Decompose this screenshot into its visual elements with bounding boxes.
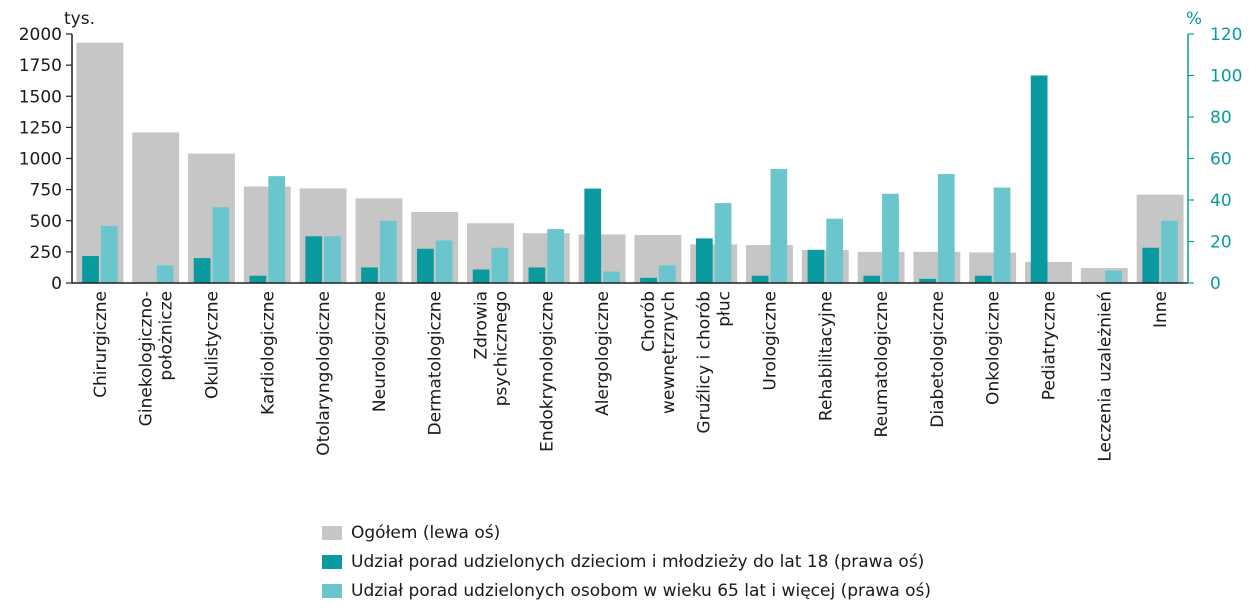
x-tick-label: Zdrowiapsychicznego xyxy=(472,291,512,406)
right-tick-label: 80 xyxy=(1210,108,1232,128)
bar-children-share xyxy=(640,277,657,283)
x-tick-label: Otolaryngologiczne xyxy=(314,291,334,456)
right-tick-label: 100 xyxy=(1210,67,1242,87)
bar-elderly-share xyxy=(547,229,565,283)
x-tick-label: Leczenia uzależnień xyxy=(1095,291,1115,462)
x-tick-label: Chirurgiczne xyxy=(91,291,111,398)
left-tick-label: 250 xyxy=(30,243,62,263)
bar-children-share xyxy=(82,256,99,283)
left-tick-label: 500 xyxy=(30,212,62,232)
x-tick-label: Inne xyxy=(1151,291,1171,328)
chart-legend: Ogółem (lewa oś) Udział porad udzielonych… xyxy=(322,518,931,605)
bar-children-share xyxy=(472,269,490,283)
x-tick-label: Ginekologiczno-położnicze xyxy=(137,291,177,426)
bar-children-share xyxy=(193,258,211,283)
legend-label: Ogółem (lewa oś) xyxy=(351,522,501,543)
bar-children-share xyxy=(416,248,434,283)
bar-children-share xyxy=(1142,247,1160,283)
bar-elderly-share xyxy=(603,271,620,283)
legend-swatch xyxy=(322,525,342,540)
x-tick-label: Kardiologiczne xyxy=(258,291,278,415)
bar-children-share xyxy=(584,188,602,283)
x-tick-label: Neurologiczne xyxy=(370,291,390,412)
x-tick-label: Gruźlicy i choróbpłuc xyxy=(695,291,735,434)
bar-elderly-share xyxy=(324,236,341,283)
right-tick-label: 20 xyxy=(1210,233,1232,253)
bar-children-share xyxy=(751,275,769,283)
x-tick-label: Onkologiczne xyxy=(984,291,1004,405)
x-tick-label: Endokrynologiczne xyxy=(537,291,557,452)
bar-elderly-share xyxy=(1105,270,1123,283)
x-tick-label: Rehabilitacyjne xyxy=(816,291,836,421)
bar-elderly-share xyxy=(1161,220,1178,283)
legend-item: Ogółem (lewa oś) xyxy=(322,518,931,547)
legend-item: Udział porad udzielonych osobom w wieku … xyxy=(322,576,931,605)
legend-label: Udział porad udzielonych dzieciom i młod… xyxy=(351,551,925,572)
right-tick-label: 60 xyxy=(1210,150,1232,170)
bar-children-share xyxy=(919,278,936,283)
x-tick-label: Reumatologiczne xyxy=(872,291,892,437)
bar-elderly-share xyxy=(714,203,732,283)
bar-children-share xyxy=(974,275,992,283)
x-tick-label: Alergologiczne xyxy=(593,291,613,416)
bar-children-share xyxy=(249,275,267,283)
left-tick-label: 2000 xyxy=(19,25,62,45)
left-axis-unit: tys. xyxy=(64,9,95,29)
bar-children-share xyxy=(305,236,323,283)
bar-elderly-share xyxy=(435,240,453,283)
bar-children-share xyxy=(1030,75,1048,283)
left-tick-label: 0 xyxy=(51,274,62,294)
right-tick-label: 120 xyxy=(1210,25,1242,45)
bar-elderly-share xyxy=(826,218,844,283)
bar-elderly-share xyxy=(156,265,174,283)
bar-elderly-share xyxy=(379,220,397,283)
left-tick-label: 1000 xyxy=(19,150,62,170)
legend-swatch xyxy=(322,583,342,598)
bar-elderly-share xyxy=(882,193,899,283)
x-tick-label: Diabetologiczne xyxy=(928,291,948,428)
bar-elderly-share xyxy=(993,187,1011,283)
bar-elderly-share xyxy=(212,207,230,283)
bar-elderly-share xyxy=(491,247,509,283)
legend-label: Udział porad udzielonych osobom w wieku … xyxy=(351,580,932,601)
bar-elderly-share xyxy=(770,168,788,284)
bar-children-share xyxy=(807,249,825,283)
bar-elderly-share xyxy=(100,225,118,283)
x-tick-label: Pediatryczne xyxy=(1040,291,1060,400)
left-tick-label: 1250 xyxy=(19,118,62,138)
right-axis-unit: % xyxy=(1186,9,1202,29)
legend-item: Udział porad udzielonych dzieciom i młod… xyxy=(322,547,931,576)
bar-children-share xyxy=(361,267,378,283)
bar-children-share xyxy=(695,238,713,283)
bar-elderly-share xyxy=(658,265,676,283)
left-tick-label: 1750 xyxy=(19,56,62,76)
x-tick-label: Okulistyczne xyxy=(203,291,223,399)
bar-elderly-share xyxy=(937,174,955,283)
right-tick-label: 0 xyxy=(1210,274,1221,294)
left-tick-label: 1500 xyxy=(19,87,62,107)
x-tick-label: Choróbwewnętrznych xyxy=(639,291,679,414)
bar-children-share xyxy=(528,267,546,283)
bar-children-share xyxy=(863,275,881,283)
x-tick-label: Dermatologiczne xyxy=(426,291,446,435)
legend-swatch xyxy=(322,554,342,569)
left-tick-label: 750 xyxy=(30,181,62,201)
x-tick-label: Urologiczne xyxy=(761,291,781,391)
chart-canvas: 0 250 500 750 1000 1250 1500 1750 2000 0 20 40 60 80 1… xyxy=(19,9,1243,462)
right-tick-label: 40 xyxy=(1210,191,1232,211)
bar-elderly-share xyxy=(268,176,286,283)
bar-total xyxy=(132,132,180,283)
